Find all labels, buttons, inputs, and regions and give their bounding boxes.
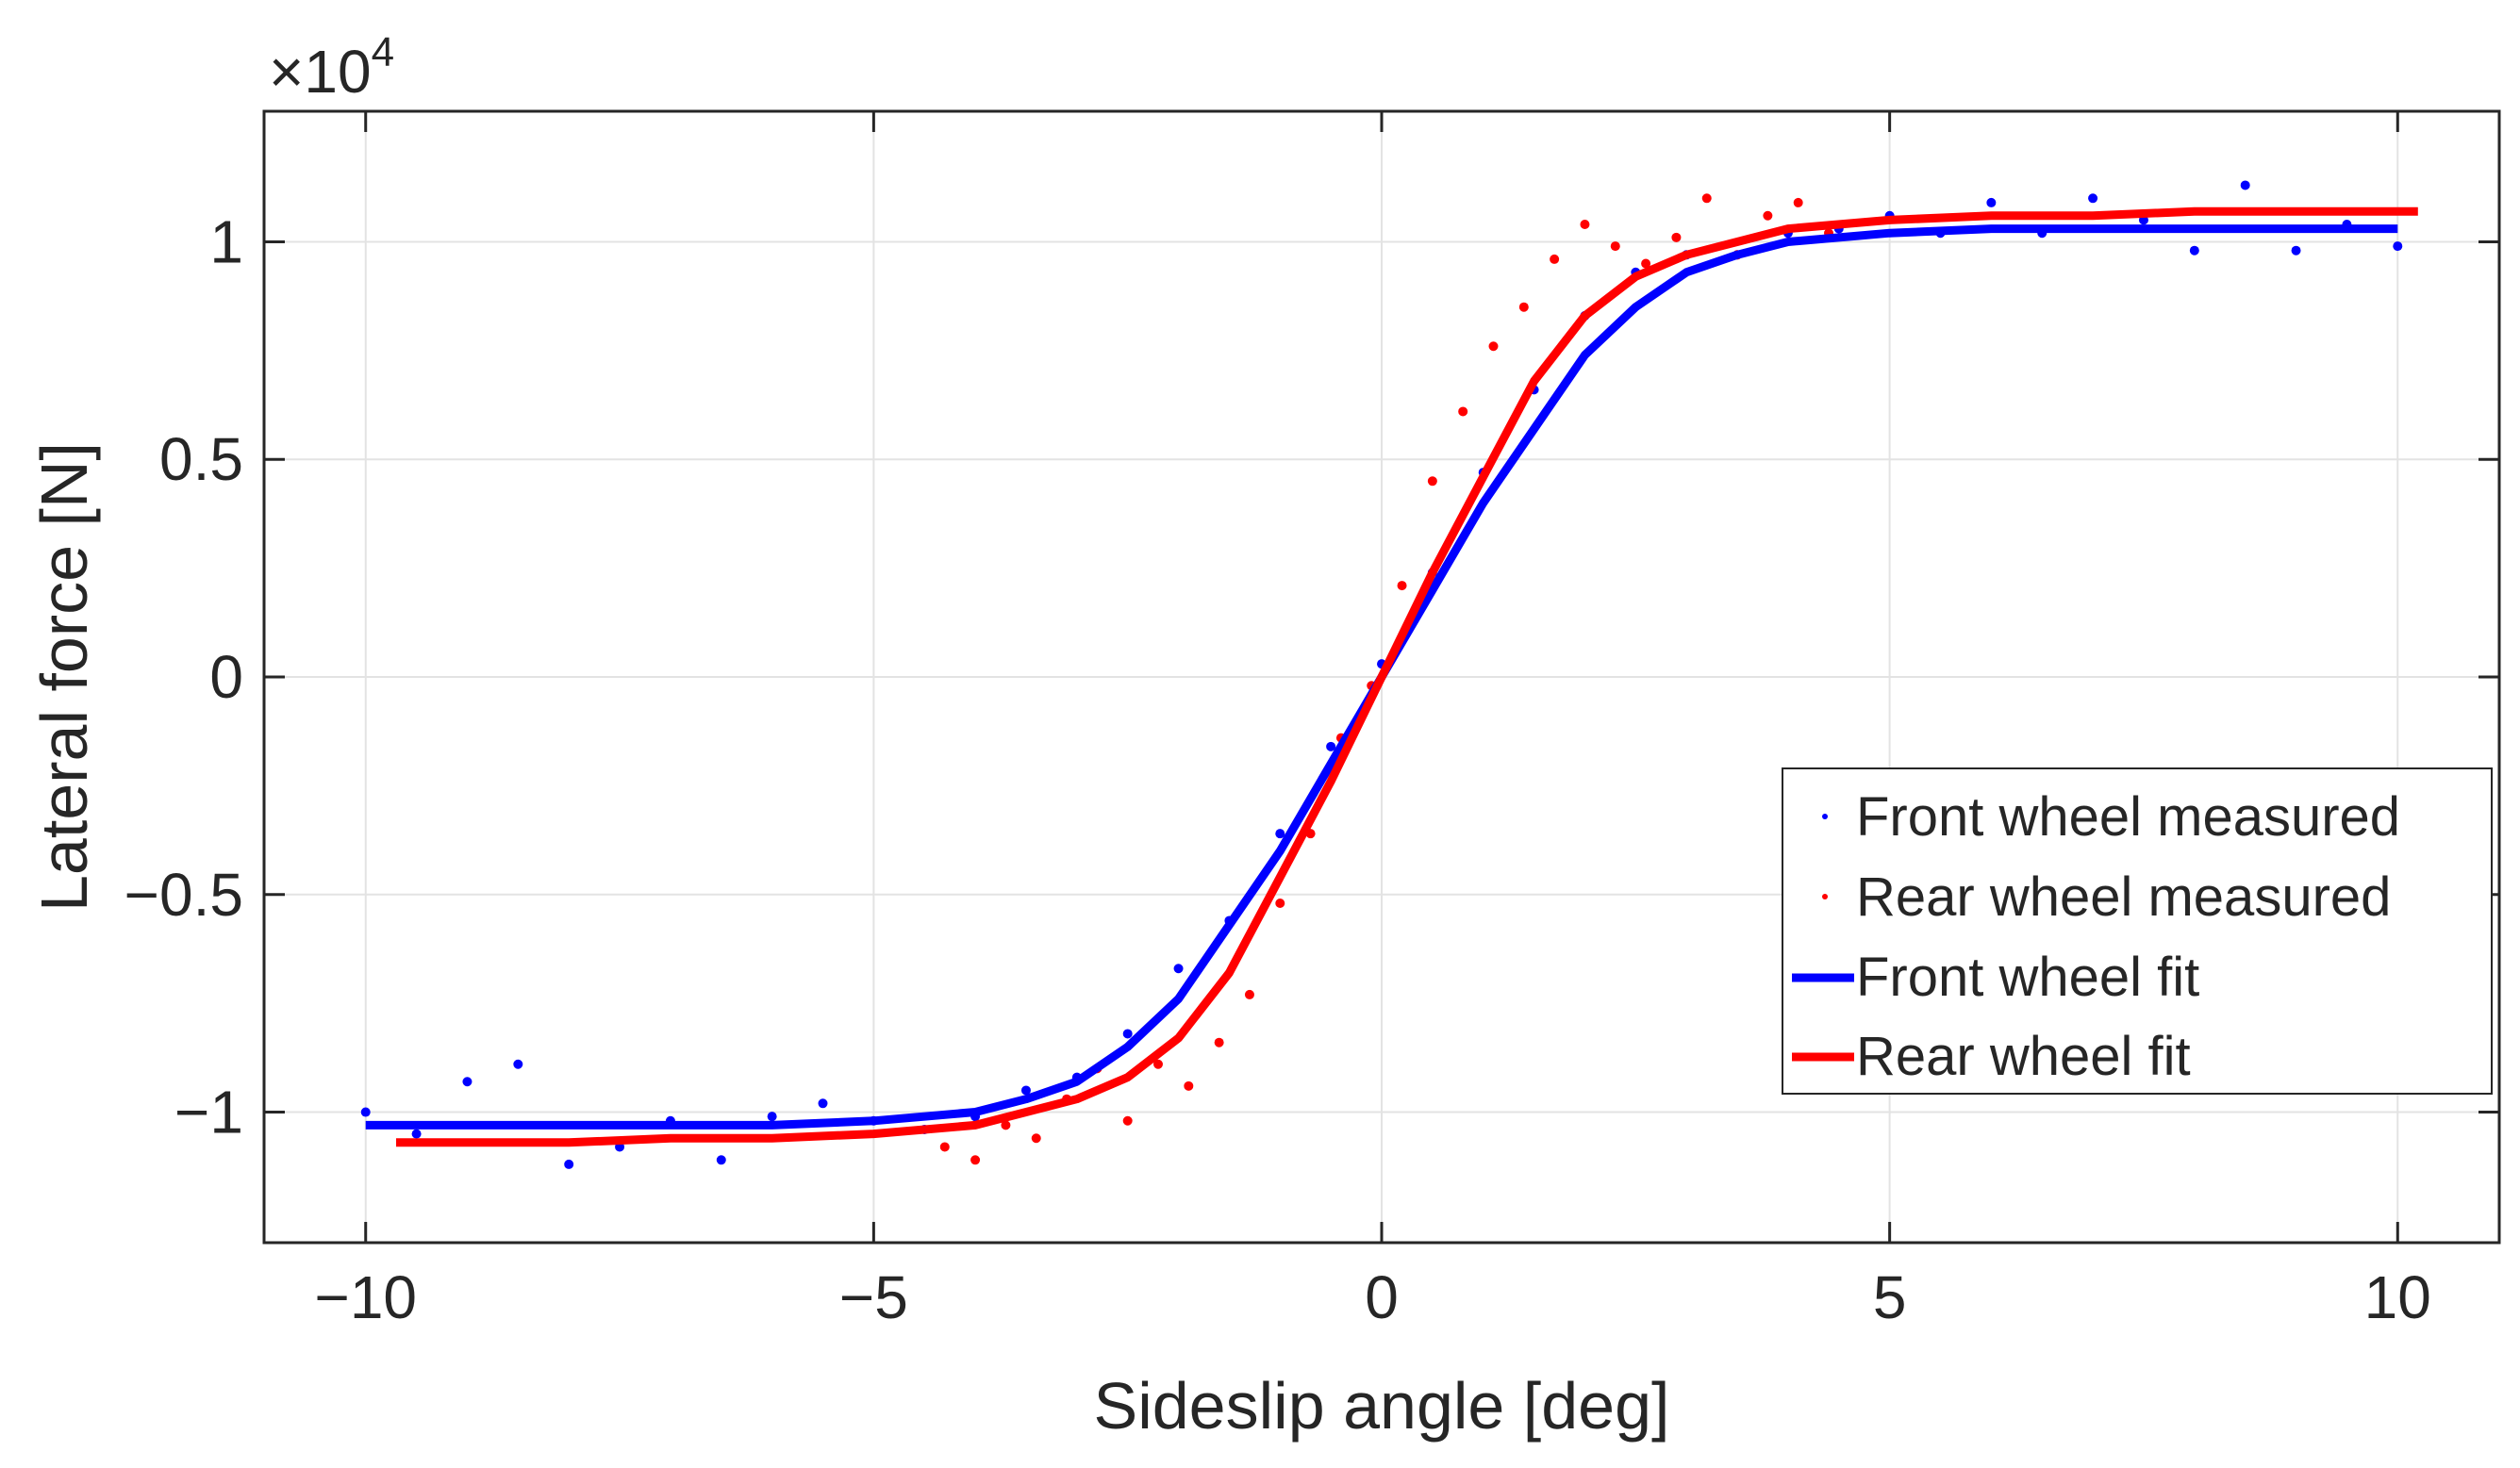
legend-label-front-fit: Front wheel fit	[1856, 947, 2199, 1008]
x-tick-label-3: 5	[1873, 1263, 1907, 1331]
rear-wheel-measured-point-18	[1488, 341, 1499, 352]
front-wheel-measured-point-9	[818, 1098, 828, 1109]
rear-wheel-measured-point-7	[1153, 1059, 1163, 1069]
rear-wheel-measured-point-27	[1763, 210, 1773, 221]
front-wheel-measured-point-0	[360, 1107, 371, 1117]
rear-wheel-measured-point-24	[1671, 232, 1682, 242]
rear-wheel-measured-point-11	[1275, 899, 1285, 908]
front-wheel-measured-point-3	[513, 1059, 523, 1069]
y-tick-label-0: 1	[209, 207, 243, 275]
y-tick-label-4: −1	[174, 1079, 243, 1146]
rear-wheel-measured-point-28	[1793, 197, 1803, 207]
axis-ticks: −10 −5 0 5 10 1 0.5 0 −0.5 −1	[124, 111, 2499, 1331]
rear-wheel-measured-point-10	[1244, 989, 1254, 999]
y-tick-label-1: 0.5	[159, 425, 243, 493]
rear-wheel-measured-point-21	[1580, 220, 1590, 229]
front-wheel-measured-point-16	[1173, 964, 1184, 974]
rear-wheel-measured-point-6	[1122, 1115, 1133, 1126]
front-wheel-measured-point-1	[411, 1129, 422, 1139]
front-wheel-measured-point-32	[1986, 197, 1997, 207]
rear-wheel-measured-point-22	[1610, 241, 1620, 252]
y-axis-title: Lateral force [N]	[27, 442, 101, 912]
x-tick-label-4: 10	[2364, 1263, 2431, 1331]
exponent-label: ×104	[269, 29, 394, 106]
rear-wheel-measured-point-15	[1397, 581, 1407, 591]
legend-label-front-measured: Front wheel measured	[1856, 786, 2400, 848]
front-wheel-measured-point-36	[2189, 245, 2199, 256]
front-wheel-measured-point-2	[462, 1077, 472, 1087]
rear-wheel-measured-point-1	[970, 1155, 981, 1165]
front-wheel-measured-point-15	[1122, 1029, 1133, 1039]
front-wheel-measured-point-40	[2393, 241, 2403, 252]
front-wheel-measured-point-34	[2088, 193, 2098, 204]
rear-wheel-measured-point-0	[939, 1142, 950, 1152]
legend-marker-rear-measured	[1822, 894, 1828, 899]
rear-wheel-fit-series	[396, 206, 2418, 1147]
rear-wheel-measured-point-25	[1701, 193, 1712, 204]
front-wheel-measured-point-7	[716, 1155, 726, 1165]
data-series	[360, 180, 2418, 1169]
legend-label-rear-fit: Rear wheel fit	[1856, 1026, 2191, 1087]
y-tick-label-3: −0.5	[124, 861, 243, 929]
front-wheel-measured-point-38	[2291, 245, 2301, 256]
rear-wheel-measured-point-20	[1550, 254, 1560, 264]
rear-wheel-fit-line	[396, 206, 2418, 1147]
rear-wheel-measured-point-2	[1001, 1120, 1011, 1130]
legend-marker-front-measured	[1822, 814, 1828, 819]
front-wheel-measured-point-13	[1020, 1085, 1031, 1096]
rear-wheel-measured-point-8	[1184, 1080, 1194, 1091]
legend-box	[1782, 767, 2493, 1095]
rear-wheel-measured-point-23	[1641, 258, 1651, 269]
x-axis-title: Sideslip angle [deg]	[1094, 1369, 1670, 1443]
front-wheel-measured-point-18	[1275, 829, 1285, 839]
legend-label-rear-measured: Rear wheel measured	[1856, 866, 2391, 928]
x-tick-label-2: 0	[1365, 1263, 1399, 1331]
x-tick-label-1: −5	[839, 1263, 908, 1331]
rear-wheel-measured-point-19	[1518, 302, 1529, 312]
rear-wheel-measured-point-16	[1427, 476, 1437, 487]
rear-wheel-measured-point-3	[1031, 1133, 1041, 1144]
front-wheel-measured-point-19	[1326, 741, 1336, 751]
front-wheel-measured-point-4	[564, 1159, 574, 1169]
legend: Front wheel measured Rear wheel measured…	[1782, 767, 2493, 1095]
front-wheel-measured-point-37	[2240, 180, 2250, 190]
x-tick-label-0: −10	[314, 1263, 417, 1331]
rear-wheel-measured-point-9	[1214, 1037, 1224, 1047]
front-wheel-measured-point-8	[767, 1112, 777, 1122]
y-tick-label-2: 0	[209, 643, 243, 711]
rear-wheel-measured-point-17	[1458, 406, 1468, 417]
